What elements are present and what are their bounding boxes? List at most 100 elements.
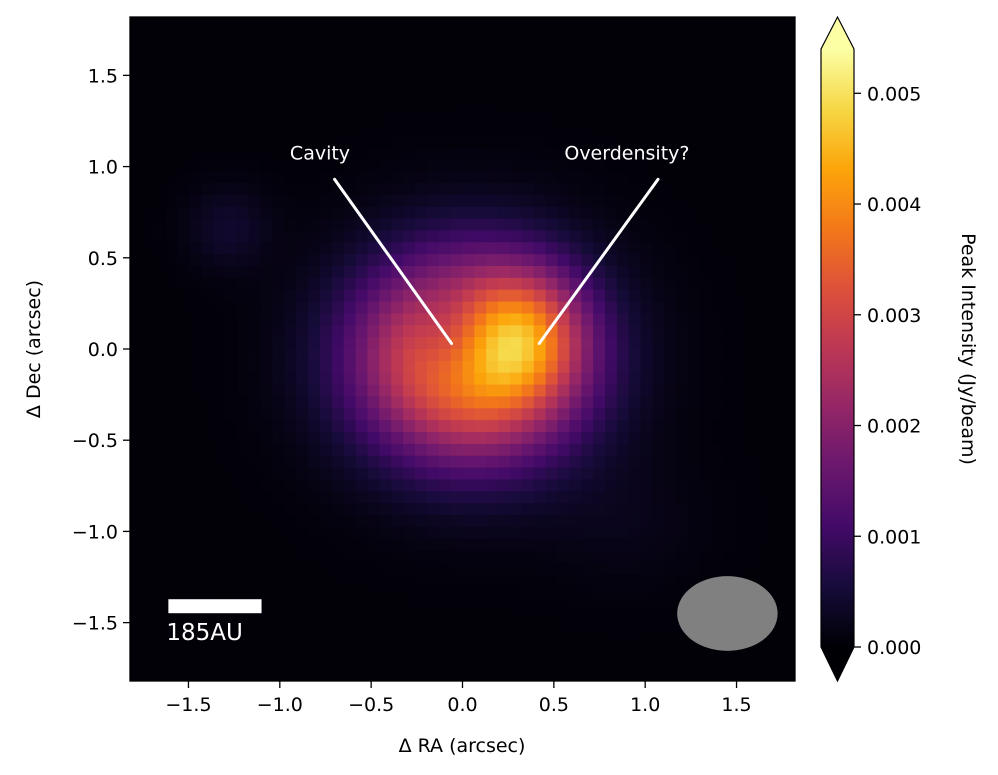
heatmap-cell [652,574,665,587]
heatmap-cell [296,218,309,232]
heatmap-cell [676,266,689,279]
heatmap-cell [296,337,309,350]
heatmap-cell [640,633,654,647]
heatmap-cell [640,396,654,409]
heatmap-cell [201,657,214,670]
heatmap-cell [735,669,749,681]
heatmap-cell [236,289,250,303]
heatmap-cell [284,183,297,196]
heatmap-cell [510,254,523,267]
heatmap-cell [593,313,606,326]
heatmap-cell [165,645,179,658]
heatmap-cell [759,123,772,137]
heatmap-cell [676,550,689,564]
heatmap-cell [343,289,357,303]
heatmap-cell [355,230,369,243]
heatmap-cell [403,40,416,54]
heatmap-cell [486,360,499,374]
heatmap-cell [545,609,559,623]
heatmap-cell [248,76,262,89]
heatmap-cell [415,586,428,599]
heatmap-cell [581,17,594,30]
heatmap-cell [747,301,760,315]
heatmap-cell [379,538,392,552]
heatmap-cell [141,598,155,611]
heatmap-cell [391,28,404,42]
heatmap-cell [557,277,570,291]
heatmap-cell [379,230,392,243]
heatmap-cell [652,206,665,220]
heatmap-cell [581,657,594,670]
heatmap-cell [771,408,784,421]
heatmap-cell [177,76,190,89]
heatmap-cell [616,147,630,160]
heatmap-cell [498,28,511,42]
heatmap-cell [676,88,689,101]
heatmap-cell [759,301,772,315]
heatmap-cell [628,301,642,315]
heatmap-cell [474,277,487,291]
heatmap-cell [320,123,333,137]
heatmap-cell [783,123,795,137]
heatmap-cell [438,277,452,291]
heatmap-cell [498,479,511,492]
heatmap-cell [783,669,795,681]
heatmap-cell [545,467,559,481]
heatmap-cell [711,526,725,540]
heatmap-cell [225,171,238,184]
heatmap-cell [533,76,547,89]
heatmap-cell [533,159,547,172]
heatmap-cell [153,313,167,326]
heatmap-cell [676,230,689,243]
heatmap-cell [367,349,380,362]
heatmap-cell [581,360,594,374]
heatmap-cell [415,420,428,433]
heatmap-cell [640,206,654,220]
heatmap-cell [605,586,618,599]
heatmap-cell [201,633,214,647]
heatmap-cell [616,645,630,658]
heatmap-cell [783,550,795,564]
heatmap-cell [225,183,238,196]
heatmap-cell [355,64,369,77]
heatmap-cell [438,349,452,362]
heatmap-cell [616,515,630,528]
heatmap-cell [533,657,547,670]
heatmap-cell [308,598,321,611]
heatmap-cell [355,657,369,670]
heatmap-cell [391,443,404,457]
heatmap-cell [367,277,380,291]
heatmap-cell [177,432,190,445]
heatmap-cell [438,443,452,457]
heatmap-cell [700,491,713,504]
heatmap-cell [700,123,713,137]
heatmap-cell [771,159,784,172]
heatmap-cell [225,503,238,516]
heatmap-cell [153,194,167,208]
heatmap-cell [379,384,392,398]
heatmap-cell [664,111,677,125]
heatmap-cell [747,337,760,350]
heatmap-cell [189,254,202,267]
heatmap-cell [165,669,179,681]
heatmap-cell [498,538,511,552]
heatmap-cell [700,479,713,492]
heatmap-cell [557,503,570,516]
heatmap-cell [379,40,392,54]
heatmap-cell [711,40,725,54]
heatmap-cell [403,289,416,303]
heatmap-cell [628,52,642,66]
heatmap-cell [272,372,285,386]
heatmap-cell [688,657,701,670]
heatmap-cell [545,135,559,149]
heatmap-cell [355,147,369,160]
heatmap-cell [652,384,665,398]
heatmap-cell [593,266,606,279]
heatmap-cell [284,325,297,338]
heatmap-cell [177,171,190,184]
heatmap-cell [320,491,333,504]
heatmap-cell [272,420,285,433]
heatmap-cell [676,183,689,196]
heatmap-cell [462,455,475,469]
heatmap-cell [664,325,677,338]
